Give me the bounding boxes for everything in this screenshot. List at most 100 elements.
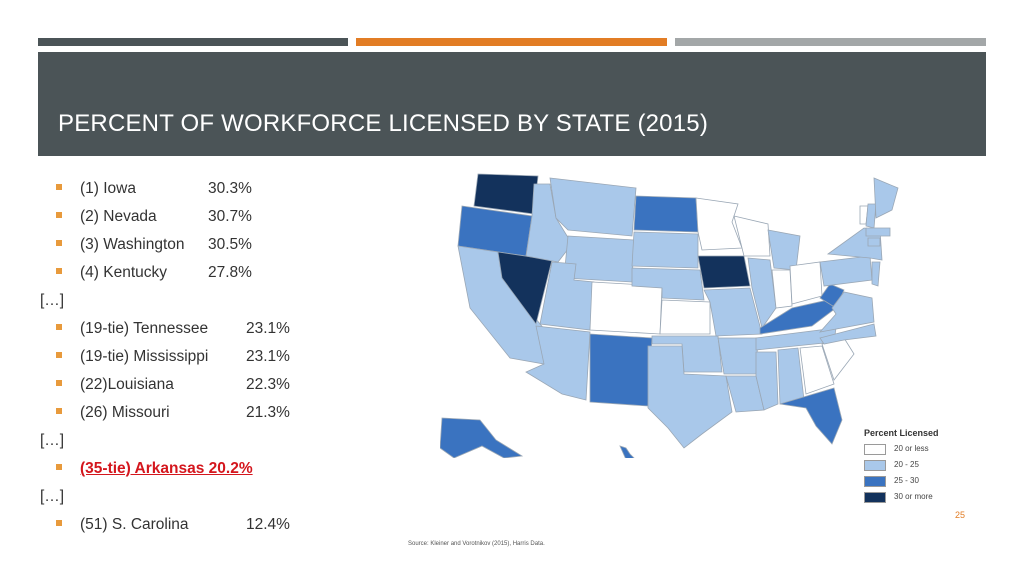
state-georgia bbox=[799, 345, 835, 395]
square-bullet-icon bbox=[56, 212, 62, 218]
state-montana bbox=[549, 177, 637, 237]
ranking-row: (1) Iowa 30.3% bbox=[40, 176, 420, 204]
ranking-value: 21.3% bbox=[246, 404, 290, 421]
ranking-row: (19-tie) Mississippi 23.1% bbox=[40, 344, 420, 372]
ranking-row: (51) S. Carolina 12.4% bbox=[40, 512, 420, 540]
state-pennsylvania bbox=[819, 255, 873, 287]
ranking-value: 23.1% bbox=[246, 348, 290, 365]
ranking-row: (35-tie) Arkansas 20.2% bbox=[40, 456, 420, 484]
ranking-label: (51) S. Carolina bbox=[80, 516, 189, 533]
legend-label: 30 or more bbox=[894, 492, 933, 501]
us-licensing-map bbox=[440, 173, 899, 458]
state-maine bbox=[873, 177, 899, 219]
legend-label: 20 or less bbox=[894, 444, 929, 453]
ranking-row: […] bbox=[40, 428, 420, 456]
slide-title: PERCENT OF WORKFORCE LICENSED BY STATE (… bbox=[58, 110, 709, 137]
state-washington bbox=[473, 173, 539, 215]
state-wisconsin bbox=[733, 215, 771, 257]
state-nebraska bbox=[631, 267, 705, 301]
state-texas bbox=[647, 345, 733, 449]
rankings-list: (1) Iowa 30.3% (2) Nevada 30.7% (3) Washingt… bbox=[40, 176, 420, 540]
ranking-label: […] bbox=[40, 488, 65, 505]
state-arizona bbox=[525, 325, 591, 401]
state-virginia bbox=[818, 291, 875, 333]
legend-item: 30 or more bbox=[864, 490, 984, 506]
ranking-label: […] bbox=[40, 292, 65, 309]
accent-bar-orange bbox=[356, 38, 667, 46]
state-massachusetts bbox=[865, 227, 891, 237]
state-missouri bbox=[703, 287, 763, 337]
legend-label: 20 - 25 bbox=[894, 460, 919, 469]
square-bullet-icon bbox=[56, 380, 62, 386]
state-mississippi bbox=[755, 351, 779, 411]
state-indiana bbox=[771, 269, 793, 309]
ranking-label: (22)Louisiana bbox=[80, 376, 174, 393]
ranking-row: (4) Kentucky 27.8% bbox=[40, 260, 420, 288]
state-minnesota bbox=[695, 197, 743, 251]
map-legend: Percent Licensed 20 or less 20 - 25 25 - 3… bbox=[864, 428, 984, 506]
square-bullet-icon bbox=[56, 324, 62, 330]
ranking-label: (26) Missouri bbox=[80, 404, 170, 421]
state-hawaii bbox=[619, 445, 635, 458]
ranking-row: […] bbox=[40, 484, 420, 512]
square-bullet-icon bbox=[56, 464, 62, 470]
state-north-dakota bbox=[633, 195, 699, 233]
state-michigan bbox=[767, 229, 801, 271]
state-idaho bbox=[525, 183, 573, 263]
state-illinois bbox=[747, 257, 777, 329]
ranking-value: 30.7% bbox=[208, 208, 252, 225]
state-ohio bbox=[789, 261, 823, 305]
legend-item: 25 - 30 bbox=[864, 474, 984, 490]
legend-swatch bbox=[864, 492, 886, 503]
ranking-label: (19-tie) Tennessee bbox=[80, 320, 209, 337]
ranking-label: […] bbox=[40, 432, 65, 449]
state-colorado bbox=[589, 281, 663, 335]
accent-bar-gray bbox=[675, 38, 986, 46]
ranking-label: (2) Nevada bbox=[80, 208, 157, 225]
ranking-row: (3) Washington 30.5% bbox=[40, 232, 420, 260]
legend-swatch bbox=[864, 460, 886, 471]
ranking-value: 12.4% bbox=[246, 516, 290, 533]
state-south-dakota bbox=[631, 231, 699, 269]
source-note: Source: Kleiner and Vorotnikov (2015), H… bbox=[408, 541, 545, 547]
legend-item: 20 - 25 bbox=[864, 458, 984, 474]
state-florida bbox=[779, 387, 843, 445]
square-bullet-icon bbox=[56, 352, 62, 358]
ranking-label: (3) Washington bbox=[80, 236, 185, 253]
state-north-carolina bbox=[819, 323, 877, 345]
ranking-row: (26) Missouri 21.3% bbox=[40, 400, 420, 428]
ranking-value: 30.5% bbox=[208, 236, 252, 253]
square-bullet-icon bbox=[56, 408, 62, 414]
ranking-row: (22)Louisiana 22.3% bbox=[40, 372, 420, 400]
ranking-label: (1) Iowa bbox=[80, 180, 136, 197]
ranking-value: 22.3% bbox=[246, 376, 290, 393]
state-new-mexico bbox=[589, 333, 653, 407]
ranking-value: 27.8% bbox=[208, 264, 252, 281]
state-kansas bbox=[659, 299, 711, 335]
ranking-highlight: (35-tie) Arkansas 20.2% bbox=[80, 460, 253, 477]
state-alaska bbox=[440, 417, 524, 458]
ranking-row: […] bbox=[40, 288, 420, 316]
legend-title: Percent Licensed bbox=[864, 428, 939, 438]
state-new-jersey bbox=[871, 261, 881, 287]
square-bullet-icon bbox=[56, 520, 62, 526]
ranking-label: (4) Kentucky bbox=[80, 264, 168, 281]
legend-swatch bbox=[864, 476, 886, 487]
ranking-value: 30.3% bbox=[208, 180, 252, 197]
square-bullet-icon bbox=[56, 240, 62, 246]
top-accent-bars bbox=[38, 38, 986, 46]
ranking-value: 23.1% bbox=[246, 320, 290, 337]
legend-swatch bbox=[864, 444, 886, 455]
page-number: 25 bbox=[955, 510, 966, 520]
legend-item: 20 or less bbox=[864, 442, 984, 458]
ranking-row: (19-tie) Tennessee 23.1% bbox=[40, 316, 420, 344]
state-arkansas bbox=[717, 337, 759, 375]
accent-bar-dark bbox=[38, 38, 348, 46]
ranking-label: (19-tie) Mississippi bbox=[80, 348, 209, 365]
legend-label: 25 - 30 bbox=[894, 476, 919, 485]
state-alabama bbox=[777, 347, 805, 405]
state-iowa bbox=[697, 255, 751, 289]
state-connecticut bbox=[867, 237, 881, 247]
square-bullet-icon bbox=[56, 184, 62, 190]
state-new-hampshire bbox=[865, 203, 877, 229]
